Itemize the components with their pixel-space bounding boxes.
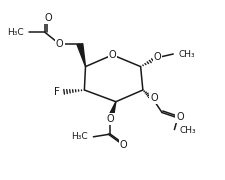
Polygon shape [77, 44, 86, 67]
Text: O: O [56, 39, 63, 49]
Text: O: O [120, 140, 128, 150]
Text: O: O [150, 93, 158, 103]
Polygon shape [107, 102, 116, 119]
Text: O: O [109, 50, 116, 60]
Text: O: O [45, 13, 52, 23]
Text: O: O [106, 114, 114, 124]
Text: F: F [54, 87, 60, 97]
Text: H₃C: H₃C [7, 28, 24, 37]
Text: H₃C: H₃C [71, 132, 88, 141]
Text: CH₃: CH₃ [179, 50, 196, 59]
Text: O: O [154, 52, 161, 62]
Text: CH₃: CH₃ [180, 126, 197, 135]
Text: O: O [176, 112, 184, 122]
